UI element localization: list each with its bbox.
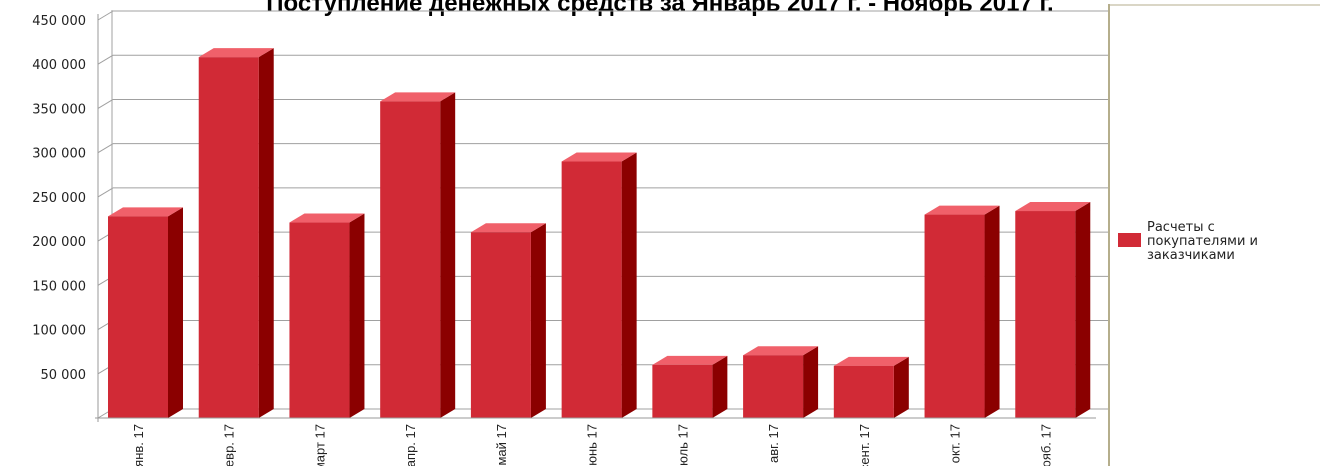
bar [470,232,531,418]
bar [561,161,622,418]
gridline-diagonal [97,54,114,65]
x-tick-label: окт. 17 [948,424,963,463]
bar [743,355,804,418]
bar-top [561,152,637,162]
x-tick-label: янв. 17 [131,424,146,466]
bar-side [1075,202,1091,418]
bar [380,101,441,418]
bar-side [984,205,1000,418]
y-tick-label: 100 000 [32,324,86,339]
x-tick-label: июль 17 [675,424,690,466]
bar-top [380,92,456,102]
bar [833,365,894,418]
x-tick-label: февр. 17 [222,424,237,466]
bar-top [652,355,728,365]
legend-swatch [1118,233,1141,247]
y-tick-label: 300 000 [32,147,86,162]
gridline-diagonal [97,187,114,198]
legend-label-line-3: заказчиками [1147,248,1235,263]
bar-top [924,205,1000,215]
x-tick-label: июнь 17 [585,424,600,466]
x-tick-label: апр. 17 [403,424,418,466]
bar-side [168,207,183,418]
legend: Расчеты с покупателями и заказчиками [1118,220,1258,263]
x-tick-label: нояб. 17 [1038,424,1053,466]
y-tick-label: 350 000 [32,102,86,117]
y-tick-label: 250 000 [32,191,86,206]
legend-label-line-1: Расчеты с [1147,220,1215,235]
bar-top [470,223,546,233]
y-tick-label: 200 000 [32,235,86,250]
y-tick-label: 150 000 [32,279,86,294]
x-tick-label: сент. 17 [857,424,872,466]
bar-side [893,356,909,418]
y-tick-label: 400 000 [32,58,86,73]
chart-title: Поступление денежных средств за Январь 2… [266,0,1054,17]
bar [1015,211,1076,418]
bar-top [1015,202,1091,212]
bar-side [349,213,365,418]
bar-side [440,92,456,418]
bar-side [803,346,819,418]
axis-layer: 50 000 100 000 150 000 200 000 250 000 300 00… [32,14,1096,466]
gridline-diagonal [97,10,114,21]
bar-side [258,48,274,418]
bar-side [530,223,546,418]
legend-label-line-2: покупателями и [1147,234,1258,249]
bar [924,214,985,418]
bar [198,57,259,418]
x-tick-label: май 17 [494,424,509,466]
bar-side [621,152,637,418]
bar-top [743,346,819,356]
bar-side [712,355,728,418]
bar-top [833,356,909,366]
bar-top [289,213,365,223]
bar [108,216,168,418]
bar [289,222,350,418]
y-tick-label: 50 000 [41,368,87,383]
bar [652,364,713,418]
gridline-diagonal [97,99,114,109]
bar-top [108,207,183,217]
x-tick-label: авг. 17 [766,424,781,463]
gridline-diagonal [97,143,114,154]
bars-layer [108,48,1091,418]
bar-top [198,48,274,58]
y-tick-label: 450 000 [32,14,86,29]
x-tick-label: март 17 [312,424,327,466]
